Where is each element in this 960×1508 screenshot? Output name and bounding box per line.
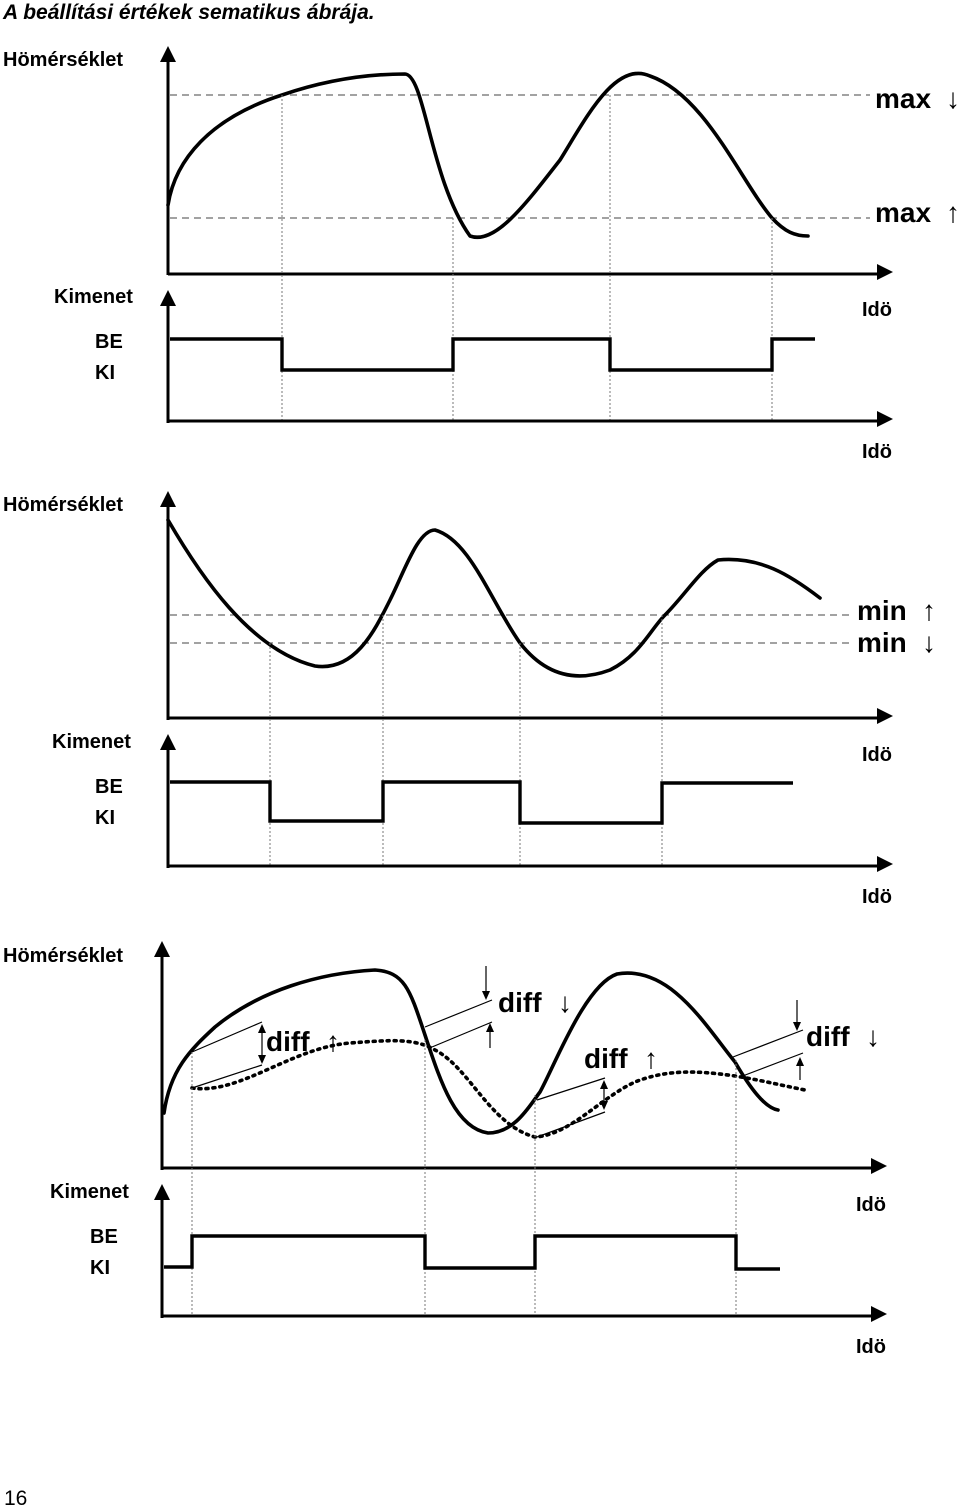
panel-3-diff-4-marker: [732, 1000, 804, 1080]
panel-2-lower-threshold-symbol: ↓: [922, 627, 936, 658]
panel-3-reference-curve: [190, 1038, 807, 1139]
panel-3-output-axes: [154, 1184, 887, 1322]
page-title: A beállítási értékek sematikus ábrája.: [2, 1, 375, 24]
panel-2-output-time-label: Idö: [862, 886, 892, 908]
panel-3-diff-2-label: diff: [498, 987, 542, 1018]
panel-1-temperature-axes: [160, 46, 893, 280]
panel-3-diff-1-marker: [191, 1021, 266, 1089]
panel-3-diff-3-marker: [536, 1077, 608, 1138]
page-number: 16: [4, 1487, 27, 1508]
panel-1-upper-threshold-label: max: [875, 83, 931, 114]
panel-3-diff-2-marker: [424, 966, 494, 1048]
panel-2-upper-threshold-symbol: ↑: [922, 595, 936, 626]
panel-3-temperature-curve: [162, 968, 780, 1135]
panel-3-switch-guides: [191, 1040, 737, 1316]
panel-1-off-label: KI: [95, 362, 115, 384]
panel-2-time-label: Idö: [862, 744, 892, 766]
panel-1-temperature-label: Hömérséklet: [3, 49, 123, 71]
panel-3-temperature-label: Hömérséklet: [3, 945, 123, 967]
panel-3-time-label: Idö: [856, 1194, 886, 1216]
panel-3-diff-3-label: diff: [584, 1043, 628, 1074]
panel-1-output-label: Kimenet: [54, 286, 133, 308]
panel-3-off-label: KI: [90, 1257, 110, 1279]
panel-2-on-label: BE: [95, 776, 123, 798]
panel-3-diff-4-label: diff: [806, 1021, 850, 1052]
panel-2-output-axes: [160, 734, 893, 872]
panel-2-temperature-label: Hömérséklet: [3, 494, 123, 516]
panel-1-time-label: Idö: [862, 299, 892, 321]
panel-3-temperature-axes: [154, 941, 887, 1174]
panel-1-output-axes: [160, 290, 893, 427]
panel-1-on-label: BE: [95, 331, 123, 353]
panel-1: Hömérséklet max ↓ max ↑ Kimenet BE KI Id…: [3, 46, 960, 463]
panel-1-switch-guides: [281, 95, 773, 422]
panel-2-temperature-curve: [166, 518, 822, 678]
panel-1-lower-threshold-symbol: ↑: [946, 197, 960, 228]
panel-3-diff-2-symbol: ↓: [558, 987, 572, 1018]
panel-3-output-label: Kimenet: [50, 1181, 129, 1203]
panel-3-diff-3-symbol: ↑: [644, 1043, 658, 1074]
panel-1-temperature-curve: [166, 71, 810, 240]
panel-3-diff-1-symbol: ↑: [326, 1026, 340, 1057]
panel-1-lower-threshold-label: max: [875, 197, 931, 228]
panel-2-switch-guides: [269, 615, 663, 866]
panel-2-output-label: Kimenet: [52, 731, 131, 753]
panel-2-upper-threshold-label: min: [857, 595, 907, 626]
panel-3-output-signal: [164, 1234, 780, 1271]
panel-3-diff-1-label: diff: [266, 1026, 310, 1057]
panel-3-on-label: BE: [90, 1226, 118, 1248]
panel-3-output-time-label: Idö: [856, 1336, 886, 1358]
panel-1-output-signal: [170, 337, 815, 372]
panel-2-temperature-axes: [160, 491, 893, 724]
panel-2: Hömérséklet min ↑ min ↓ Kimenet BE KI Id…: [3, 491, 936, 908]
panel-2-output-signal: [170, 780, 793, 825]
panel-3: Hömérséklet diff ↑ diff ↓: [3, 941, 887, 1358]
panel-1-upper-threshold-symbol: ↓: [946, 83, 960, 114]
panel-2-off-label: KI: [95, 807, 115, 829]
panel-1-output-time-label: Idö: [862, 441, 892, 463]
panel-3-diff-4-symbol: ↓: [866, 1021, 880, 1052]
panel-2-lower-threshold-label: min: [857, 627, 907, 658]
